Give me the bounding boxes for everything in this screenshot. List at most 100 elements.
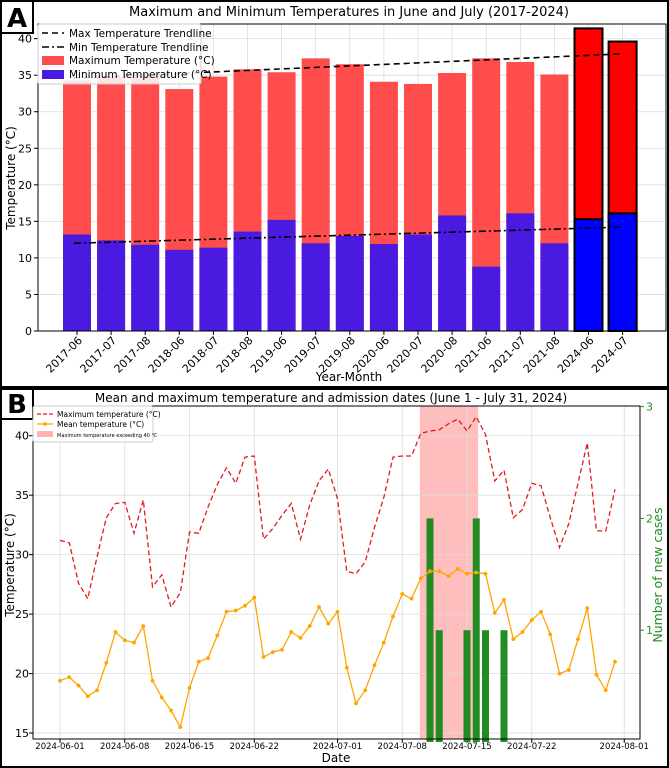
- x-tick-label: 2024-07-08: [378, 742, 427, 752]
- mean-temp-point: [354, 701, 358, 706]
- mean-temp-point: [215, 633, 220, 638]
- new-cases-bar: [426, 518, 434, 742]
- mean-temp-point: [159, 695, 164, 700]
- min-temp-bar: [472, 266, 501, 331]
- legend-min-temp-label: Minimum Temperature (°C): [69, 69, 212, 81]
- mean-temp-point: [372, 663, 377, 668]
- x-tick-label: 2024-07-01: [313, 742, 362, 752]
- mean-temp-point: [465, 571, 469, 576]
- mean-temp-point: [326, 621, 331, 626]
- plot-area-b: [32, 405, 641, 740]
- mean-temp-point: [474, 570, 479, 575]
- y-axis-label: Temperature (°C): [4, 126, 18, 231]
- legend-box: [37, 23, 202, 85]
- legend-shaded-swatch: [37, 431, 53, 437]
- mean-temp-point: [585, 606, 590, 611]
- panel-b-title: Mean and maximum temperature and admissi…: [95, 391, 567, 405]
- min-temp-bar: [369, 244, 398, 331]
- mean-temp-point: [455, 567, 460, 571]
- min-temp-bar: [301, 243, 330, 331]
- mean-temp-point: [113, 630, 118, 634]
- y-tick-label: 35: [15, 489, 29, 502]
- y-tick-label: 0: [25, 325, 32, 338]
- y-tick-label: 35: [18, 69, 32, 82]
- y-tick-label: 20: [15, 668, 29, 681]
- mean-temp-point: [187, 685, 192, 690]
- mean-temp-point: [502, 597, 506, 602]
- x-tick-label: 2024-06-15: [165, 742, 214, 752]
- min-temp-bar: [63, 234, 91, 331]
- mean-temp-point: [270, 650, 275, 655]
- min-temp-bar: [131, 244, 160, 331]
- legend-max-trendline-label: Max Temperature Trendline: [69, 28, 212, 40]
- mean-temp-point: [67, 675, 72, 680]
- mean-temp-point: [243, 603, 247, 608]
- min-trendline: [73, 226, 620, 245]
- mean-temp-point: [132, 640, 136, 645]
- legend-min-temp-swatch: [42, 70, 64, 79]
- mean-temp-point: [252, 595, 257, 600]
- new-cases-bar: [472, 518, 480, 742]
- mean-temp-point: [85, 694, 90, 699]
- mean-temp-point: [307, 624, 312, 628]
- min-temp-bar: [506, 213, 535, 331]
- panel-a-title: Maximum and Minimum Temperatures in June…: [129, 5, 569, 20]
- mean-temp-point: [391, 614, 395, 619]
- y-tick-label: 30: [15, 549, 29, 562]
- y-tick-label: 10: [18, 252, 32, 265]
- y-tick-label: 20: [18, 179, 32, 192]
- y-tick-label: 40: [15, 430, 29, 443]
- mean-temp-point: [363, 688, 368, 693]
- mean-temp-point: [178, 725, 183, 730]
- mean-temp-point: [492, 611, 497, 615]
- new-cases-bar: [435, 630, 443, 742]
- panel-b-label: B: [7, 390, 27, 420]
- y-tick-label: 25: [18, 142, 32, 155]
- mean-temp-point: [529, 618, 534, 622]
- mean-temp-point: [594, 672, 599, 677]
- y-tick-label: 30: [18, 106, 32, 119]
- mean-temp-point: [613, 659, 617, 664]
- legend-shaded-label: Maximum temperature exceeding 40 ℃: [57, 433, 157, 439]
- mean-temp-point: [400, 592, 405, 596]
- mean-temp-point: [261, 655, 266, 659]
- y-tick-label: 15: [15, 727, 29, 740]
- y-tick-label: 5: [25, 288, 32, 301]
- x-tick-label: 2024-06-22: [230, 742, 279, 752]
- mean-temp-point: [511, 637, 516, 641]
- mean-temp-point: [76, 683, 81, 688]
- min-temp-bar: [199, 247, 228, 331]
- y-axis-label: Temperature (°C): [3, 513, 17, 618]
- mean-temp-point: [206, 656, 210, 661]
- mean-temp-point: [557, 671, 562, 676]
- mean-temp-point: [539, 609, 543, 614]
- panel-b-frame: [0, 388, 669, 768]
- mean-temp-point: [233, 608, 238, 613]
- mean-temp-point: [483, 571, 488, 576]
- mean-temp-point: [520, 630, 525, 634]
- mean-temp-point: [224, 609, 229, 614]
- mean-temp-point: [169, 708, 173, 713]
- y2-axis-label: Number of new cases: [650, 507, 665, 642]
- legend-box: [32, 405, 154, 443]
- mean-temp-point: [289, 630, 294, 634]
- mean-temp-point: [141, 624, 146, 628]
- min-temp-bar: [335, 235, 364, 331]
- min-temp-bar: [540, 243, 569, 331]
- y2-tick-label: 1: [646, 624, 653, 637]
- mean-temp-point: [298, 636, 303, 640]
- mean-temp-point: [196, 659, 201, 664]
- mean-temp-point: [335, 609, 340, 614]
- y2-tick-label: 3: [646, 401, 653, 414]
- mean-temp-point: [603, 688, 608, 693]
- x-tick-label: 2024-08-01: [600, 742, 649, 752]
- min-temp-bar: [404, 234, 432, 331]
- min-temp-bar: [165, 249, 194, 331]
- x-tick-label: 2024-06-08: [100, 742, 149, 752]
- x-tick-label: 2024-06-01: [35, 742, 84, 752]
- mean-temp-point: [344, 665, 349, 670]
- mean-temp-point: [150, 678, 155, 683]
- mean-temp-point: [58, 678, 62, 683]
- y2-tick-label: 2: [646, 512, 653, 525]
